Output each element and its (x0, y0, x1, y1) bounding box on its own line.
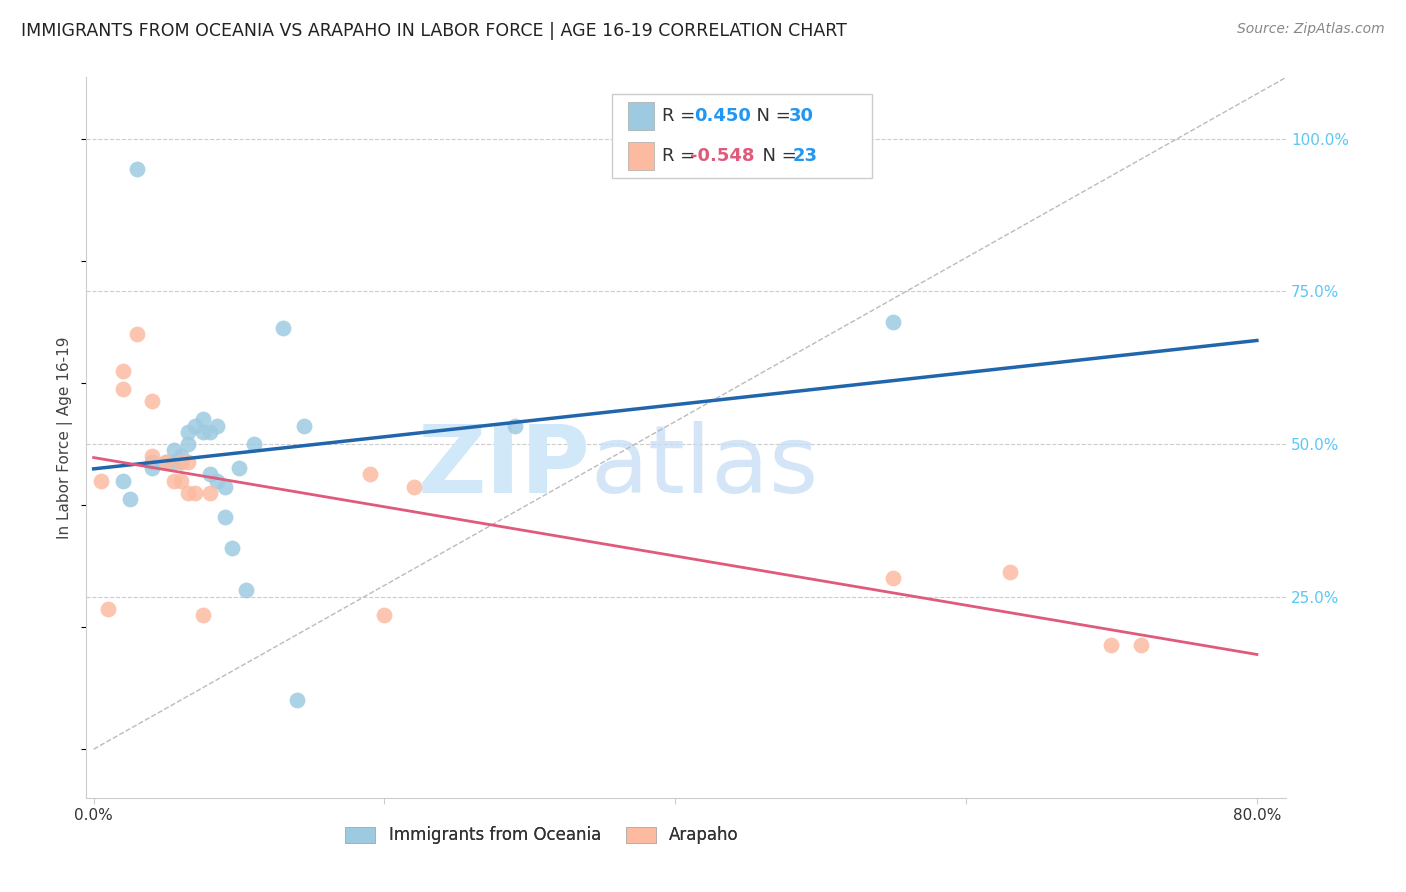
Point (271, 321, 294, 335)
Text: -0.548: -0.548 (690, 147, 755, 165)
Point (998, 565, 1021, 579)
Point (882, 571, 904, 585)
Text: R =: R = (662, 107, 707, 125)
Text: 30: 30 (789, 107, 814, 125)
Point (191, 425, 214, 439)
Text: N =: N = (751, 147, 803, 165)
Point (141, 455, 163, 469)
Point (90, 474, 112, 488)
Point (170, 474, 193, 488)
Point (285, 693, 308, 707)
Point (118, 491, 141, 506)
Point (402, 480, 425, 494)
Point (505, 418, 527, 433)
Legend: Immigrants from Oceania, Arapaho: Immigrants from Oceania, Arapaho (339, 820, 745, 851)
Point (184, 485, 207, 500)
Point (141, 449, 163, 463)
Point (127, 162, 149, 177)
Text: 0.450: 0.450 (695, 107, 751, 125)
Point (242, 437, 264, 451)
Text: atlas: atlas (591, 420, 818, 513)
Text: Source: ZipAtlas.com: Source: ZipAtlas.com (1237, 22, 1385, 37)
Point (177, 425, 200, 439)
Point (177, 455, 200, 469)
Point (162, 474, 184, 488)
Text: N =: N = (745, 107, 797, 125)
Point (127, 326, 149, 341)
Text: IMMIGRANTS FROM OCEANIA VS ARAPAHO IN LABOR FORCE | AGE 16-19 CORRELATION CHART: IMMIGRANTS FROM OCEANIA VS ARAPAHO IN LA… (21, 22, 846, 40)
Point (198, 425, 221, 439)
Point (221, 541, 243, 555)
Point (177, 437, 200, 451)
Point (882, 315, 904, 329)
Text: R =: R = (662, 147, 702, 165)
Point (111, 363, 134, 377)
Point (111, 382, 134, 396)
Point (198, 467, 221, 482)
Point (214, 510, 236, 524)
Point (207, 474, 229, 488)
Point (1129, 639, 1152, 653)
Y-axis label: In Labor Force | Age 16-19: In Labor Force | Age 16-19 (58, 336, 73, 539)
Point (184, 418, 207, 433)
Point (141, 461, 163, 475)
Point (162, 455, 184, 469)
Point (207, 418, 229, 433)
Point (141, 394, 163, 409)
Text: ZIP: ZIP (418, 420, 591, 513)
Text: 23: 23 (793, 147, 818, 165)
Point (97, 601, 120, 615)
Point (1101, 639, 1123, 653)
Point (235, 583, 257, 598)
Point (191, 412, 214, 426)
Point (177, 485, 200, 500)
Point (162, 442, 184, 457)
Point (155, 455, 177, 469)
Point (170, 455, 193, 469)
Point (155, 455, 177, 469)
Point (214, 480, 236, 494)
Point (228, 461, 250, 475)
Point (373, 607, 395, 622)
Point (198, 485, 221, 500)
Point (359, 467, 381, 482)
Point (294, 418, 316, 433)
Point (191, 607, 214, 622)
Point (111, 474, 134, 488)
Point (170, 455, 193, 469)
Point (170, 449, 193, 463)
